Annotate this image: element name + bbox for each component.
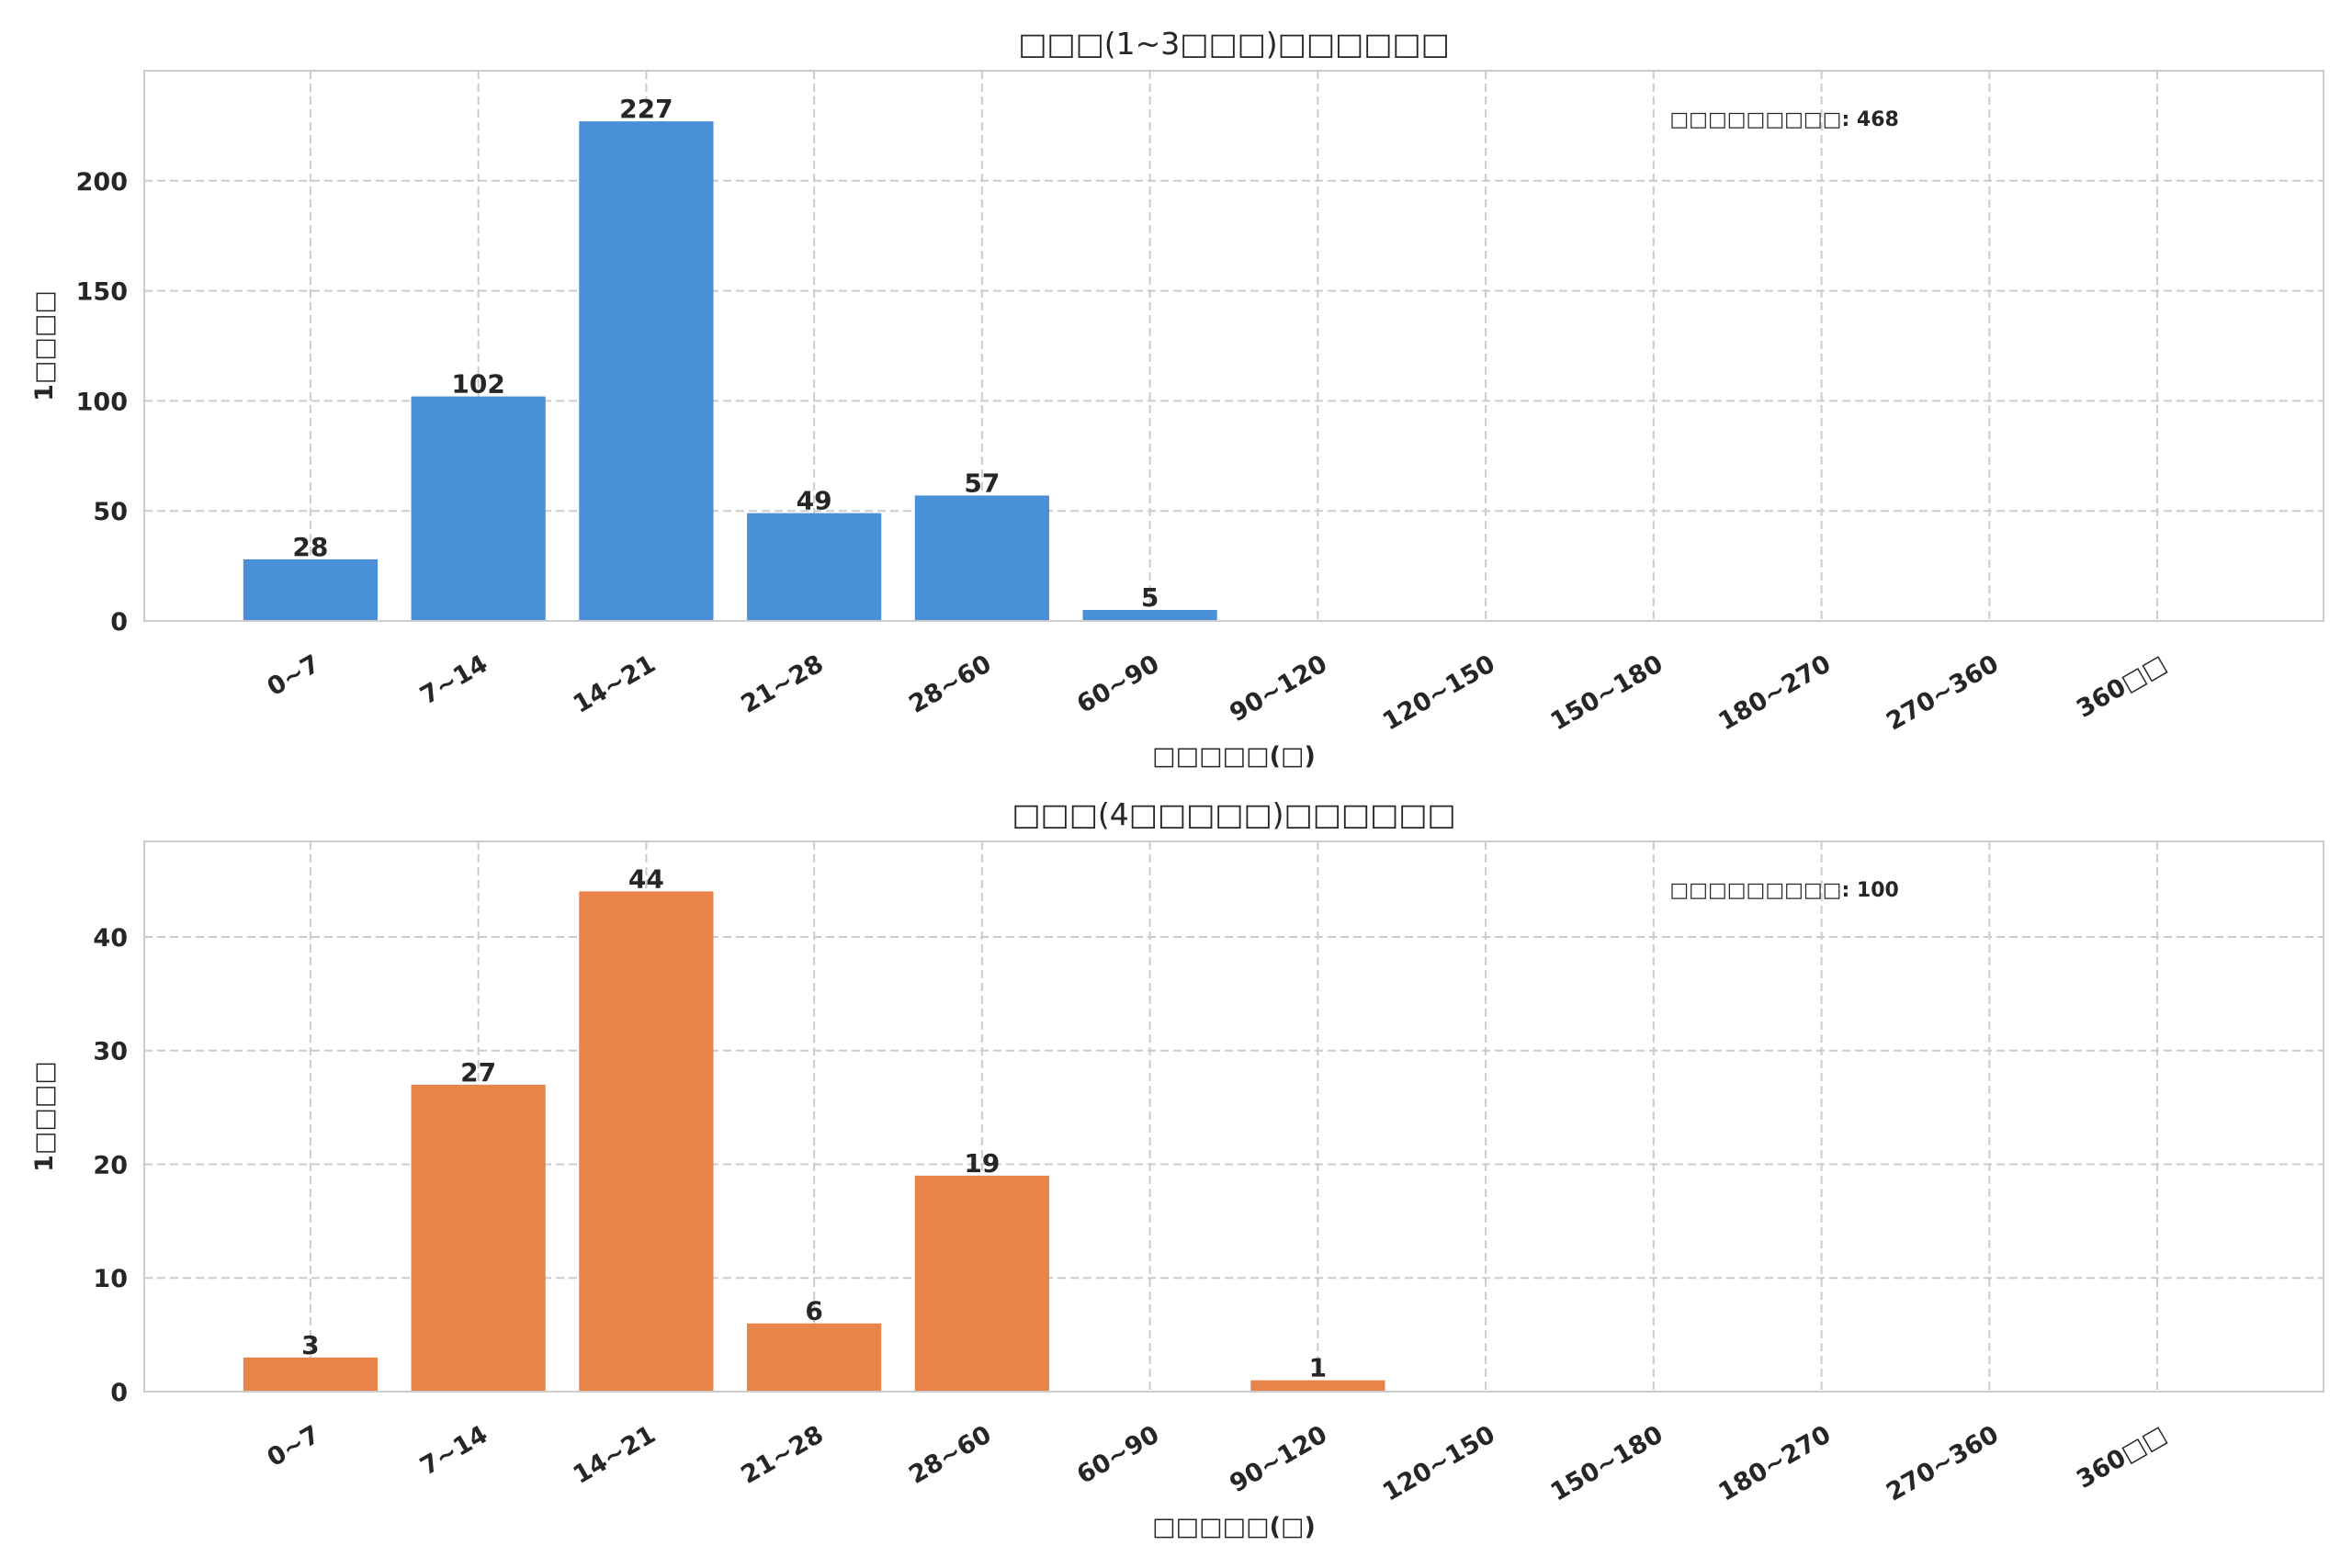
- bar: [243, 1357, 379, 1392]
- x-tick-label: 360□□: [2072, 1420, 2172, 1495]
- y-tick-label: 150: [76, 278, 128, 307]
- bar: [243, 558, 379, 621]
- y-tick-label: 100: [76, 388, 128, 416]
- bar: [411, 1084, 546, 1392]
- x-tick-label: 360□□: [2072, 649, 2172, 724]
- bar-value-label: 102: [451, 369, 504, 400]
- bar: [579, 891, 714, 1392]
- bar: [914, 495, 1049, 621]
- chart-title: □□□(4□□□□□)□□□□□□: [1012, 796, 1455, 832]
- x-tick-label: 7~14: [415, 1420, 492, 1481]
- bar: [747, 1323, 882, 1392]
- chart-title: □□□(1~3□□□)□□□□□□: [1018, 26, 1450, 62]
- bar-value-label: 1: [1309, 1353, 1327, 1383]
- bar-value-label: 19: [964, 1148, 1000, 1179]
- y-tick-label: 30: [93, 1038, 128, 1066]
- axes-frame: [143, 70, 2324, 622]
- y-tick-label: 200: [76, 168, 128, 197]
- bar-value-label: 28: [292, 532, 328, 562]
- x-tick-label: 120~150: [1378, 1420, 1500, 1507]
- x-tick-label: 0~7: [263, 649, 325, 702]
- total-annotation: □□□□□□□□□: 468: [1669, 108, 1898, 131]
- x-tick-label: 270~360: [1882, 649, 2004, 737]
- y-axis-label: 1□□□□: [30, 290, 59, 401]
- bar: [579, 121, 714, 621]
- x-tick-label: 14~21: [569, 649, 661, 719]
- x-tick-label: 60~90: [1072, 649, 1164, 719]
- x-tick-label: 21~28: [736, 1420, 828, 1490]
- bar: [1082, 610, 1217, 621]
- bar: [747, 513, 882, 621]
- x-tick-label: 150~180: [1546, 649, 1668, 737]
- x-tick-label: 180~270: [1713, 649, 1836, 737]
- x-tick-label: 28~60: [904, 1420, 996, 1490]
- bar-value-label: 49: [797, 486, 832, 516]
- y-tick-label: 0: [110, 608, 128, 637]
- bar-value-label: 6: [805, 1296, 822, 1326]
- x-tick-label: 120~150: [1378, 649, 1500, 737]
- x-tick-label: 14~21: [569, 1420, 661, 1490]
- x-tick-label: 90~120: [1225, 1420, 1331, 1498]
- y-tick-label: 40: [93, 924, 128, 953]
- x-axis-label: □□□□□(□): [1152, 742, 1316, 771]
- y-tick-label: 10: [93, 1265, 128, 1293]
- x-axis-label: □□□□□(□): [1152, 1513, 1316, 1541]
- total-annotation: □□□□□□□□□: 100: [1669, 879, 1898, 902]
- x-tick-label: 21~28: [736, 649, 828, 719]
- y-tick-label: 0: [110, 1379, 128, 1407]
- axes-frame: [143, 840, 2324, 1393]
- x-tick-label: 270~360: [1882, 1420, 2004, 1507]
- bar-value-label: 44: [628, 863, 664, 894]
- bar: [1250, 1380, 1385, 1392]
- y-axis-label: 1□□□□: [30, 1061, 59, 1172]
- x-tick-label: 60~90: [1072, 1420, 1164, 1490]
- x-tick-label: 150~180: [1546, 1420, 1668, 1507]
- bar-value-label: 227: [619, 94, 673, 124]
- y-tick-label: 50: [93, 498, 128, 526]
- bar-value-label: 27: [460, 1057, 496, 1088]
- x-tick-label: 28~60: [904, 649, 996, 719]
- x-tick-label: 0~7: [263, 1420, 325, 1472]
- x-tick-label: 180~270: [1713, 1420, 1836, 1507]
- x-tick-label: 90~120: [1225, 649, 1331, 728]
- bar: [411, 396, 546, 621]
- bar-value-label: 5: [1141, 582, 1159, 613]
- y-tick-label: 20: [93, 1151, 128, 1179]
- x-tick-label: 7~14: [415, 649, 492, 710]
- bar: [914, 1175, 1049, 1392]
- bar-value-label: 3: [301, 1330, 319, 1360]
- bar-value-label: 57: [964, 468, 1000, 498]
